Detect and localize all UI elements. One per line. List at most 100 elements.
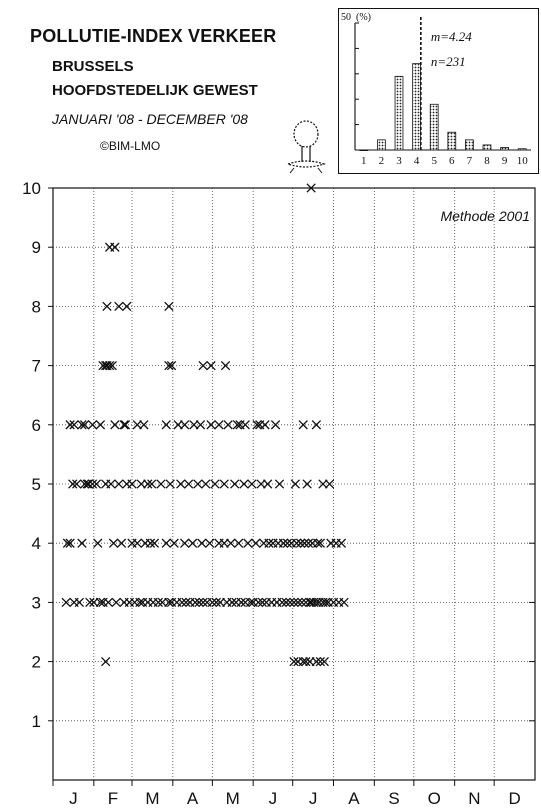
inset-bar: [465, 139, 474, 151]
data-point: [165, 479, 175, 489]
count-annotation: n=231: [431, 54, 466, 69]
tree-mascot-icon: [286, 120, 326, 174]
data-point: [197, 538, 207, 548]
data-point: [65, 538, 75, 548]
data-points: [61, 183, 349, 667]
data-point: [111, 597, 121, 608]
data-point: [194, 597, 204, 608]
inset-x-tick-label: 6: [449, 155, 455, 167]
distribution-histogram: 50 (%) 1 2 3 4 5 6 7 8 9 10 m=4.24 n=231: [341, 12, 531, 167]
data-point: [157, 597, 167, 608]
data-point: [315, 538, 325, 548]
data-point: [236, 597, 246, 608]
period-label: JANUARI '08 - DECEMBER '08: [52, 111, 248, 127]
x-tick-label: A: [348, 789, 360, 808]
method-annotation: Methode 2001: [440, 208, 530, 224]
data-point: [211, 597, 221, 608]
data-point: [303, 538, 314, 548]
data-point: [68, 479, 78, 489]
data-point: [72, 479, 82, 489]
inset-bar: [412, 63, 421, 151]
data-point: [176, 479, 186, 489]
data-point: [166, 360, 177, 371]
data-point: [132, 420, 142, 430]
data-point: [89, 597, 99, 608]
data-point: [247, 479, 257, 489]
data-point: [301, 656, 311, 667]
data-point: [227, 597, 237, 608]
data-point: [95, 597, 106, 608]
inset-bar: [394, 75, 404, 151]
data-point: [169, 538, 179, 548]
y-tick-label: 1: [32, 712, 41, 731]
inset-x-tick-label: 9: [502, 155, 508, 167]
inset-bar: [429, 103, 439, 151]
x-tick-label: J: [69, 789, 78, 808]
data-point: [315, 656, 325, 667]
data-point: [293, 597, 303, 608]
y-tick-label: 8: [32, 297, 41, 316]
data-point: [243, 538, 253, 548]
data-point: [183, 479, 194, 489]
data-point: [305, 656, 315, 667]
data-point: [161, 420, 171, 430]
data-point: [149, 538, 160, 548]
data-point: [251, 538, 261, 548]
data-point: [285, 597, 295, 608]
data-point: [206, 360, 216, 371]
data-point: [77, 538, 87, 548]
data-point: [298, 656, 308, 667]
data-point: [245, 597, 256, 608]
data-point: [263, 479, 273, 489]
data-point: [311, 420, 322, 430]
chart-header: POLLUTIE-INDEX VERKEER BRUSSELS HOOFDSTE…: [0, 0, 541, 180]
x-tick-label: N: [468, 789, 480, 808]
x-tick-label: M: [145, 789, 159, 808]
data-point: [205, 538, 215, 548]
gridlines: [53, 188, 535, 780]
data-point: [61, 597, 71, 608]
data-point: [110, 420, 120, 430]
data-point: [256, 479, 266, 489]
data-point: [135, 597, 145, 608]
data-point: [270, 420, 281, 430]
data-point: [206, 420, 216, 430]
data-point: [164, 597, 174, 608]
data-point: [65, 420, 75, 430]
data-point: [305, 597, 315, 608]
data-point: [278, 538, 289, 548]
data-point: [252, 420, 262, 430]
data-point: [106, 479, 116, 489]
data-point: [187, 538, 198, 548]
data-point: [132, 538, 142, 548]
y-tick-label: 6: [32, 416, 41, 435]
inset-x-tick-label: 7: [467, 155, 473, 167]
data-point: [219, 479, 229, 489]
inset-bar: [517, 148, 527, 151]
data-point: [230, 479, 240, 489]
data-point: [87, 420, 98, 430]
data-point: [257, 597, 268, 608]
data-point: [119, 420, 129, 430]
data-point: [120, 420, 131, 430]
data-point: [156, 479, 166, 489]
data-point: [164, 301, 174, 312]
data-point: [339, 597, 349, 608]
data-point: [201, 479, 211, 489]
data-point: [190, 597, 200, 608]
data-point: [69, 420, 79, 430]
data-point: [290, 479, 300, 489]
data-point: [220, 360, 231, 371]
data-point: [207, 597, 218, 608]
data-point: [62, 538, 73, 548]
y-tick-label: 3: [32, 593, 41, 612]
inset-y-tick-label: 50: [341, 12, 351, 23]
distribution-inset: 50 (%) 1 2 3 4 5 6 7 8 9 10 m=4.24 n=231: [338, 8, 539, 174]
inset-bar: [447, 131, 457, 151]
data-point: [264, 538, 274, 548]
credit-label: ©BIM-LMO: [100, 139, 161, 153]
data-point: [253, 597, 264, 608]
mean-annotation: m=4.24: [431, 29, 472, 44]
data-point: [110, 242, 120, 252]
